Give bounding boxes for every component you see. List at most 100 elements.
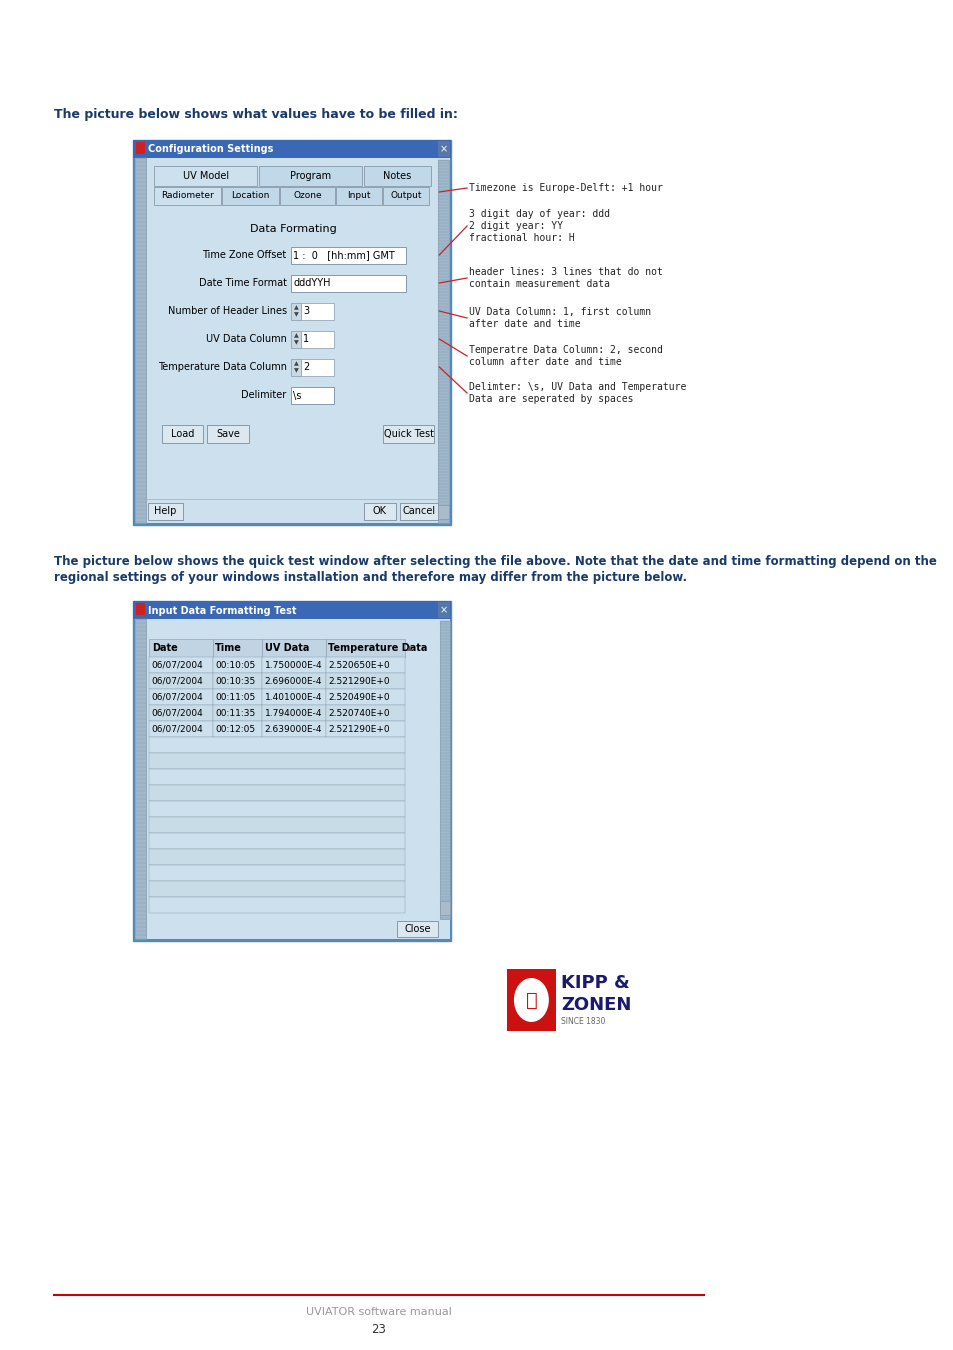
Text: OK: OK	[373, 506, 386, 517]
Bar	[291, 247, 405, 265]
Text: 2.696000E-4: 2.696000E-4	[264, 676, 322, 686]
Text: 1 :  0   [hh:mm] GMT: 1 : 0 [hh:mm] GMT	[293, 251, 395, 261]
Text: ▲: ▲	[294, 333, 298, 339]
Bar	[213, 721, 262, 737]
Bar	[150, 639, 213, 657]
Text: \s: \s	[293, 390, 301, 401]
Bar	[135, 158, 449, 522]
Text: Time: Time	[215, 643, 242, 653]
Text: Timezone is Europe-Delft: +1 hour: Timezone is Europe-Delft: +1 hour	[468, 184, 661, 193]
Text: SINCE 1830: SINCE 1830	[560, 1017, 604, 1026]
Bar	[291, 331, 301, 348]
Text: UV Model: UV Model	[182, 171, 229, 181]
Text: ZONEN: ZONEN	[560, 996, 631, 1014]
Bar	[438, 161, 448, 522]
Bar	[135, 142, 145, 154]
Bar	[258, 166, 362, 186]
Bar	[291, 387, 335, 404]
Text: 2.520490E+0: 2.520490E+0	[328, 693, 389, 702]
Bar	[291, 275, 405, 292]
Bar	[335, 188, 381, 205]
Text: 06/07/2004: 06/07/2004	[152, 676, 203, 686]
Bar	[301, 359, 335, 377]
Bar	[363, 504, 395, 520]
Text: Program: Program	[290, 171, 331, 181]
Text: UV Data Column: 1, first column
after date and time: UV Data Column: 1, first column after da…	[468, 308, 650, 329]
Text: Notes: Notes	[383, 171, 411, 181]
Bar	[400, 504, 438, 520]
Text: Save: Save	[215, 429, 239, 439]
Bar	[301, 302, 335, 320]
Text: 2.521290E+0: 2.521290E+0	[328, 725, 389, 733]
Text: UV Data Column: UV Data Column	[206, 333, 287, 344]
Text: Date: Date	[152, 643, 177, 653]
Text: ▼: ▼	[294, 313, 298, 317]
Bar	[135, 158, 146, 522]
Text: 00:11:05: 00:11:05	[215, 693, 255, 702]
Bar	[396, 921, 438, 937]
Text: Ozone: Ozone	[293, 192, 321, 201]
Bar	[325, 657, 405, 674]
Text: 06/07/2004: 06/07/2004	[152, 693, 203, 702]
Text: 1.750000E-4: 1.750000E-4	[264, 660, 322, 670]
Bar	[150, 784, 405, 801]
Bar	[150, 721, 213, 737]
Bar	[325, 674, 405, 688]
Bar	[438, 140, 449, 157]
Bar	[213, 639, 262, 657]
Bar	[438, 602, 449, 618]
Text: 🔱: 🔱	[525, 991, 537, 1010]
Text: 3 digit day of year: ddd
2 digit year: YY
fractional hour: H: 3 digit day of year: ddd 2 digit year: Y…	[468, 209, 609, 243]
Bar	[133, 140, 451, 158]
Text: 06/07/2004: 06/07/2004	[152, 709, 203, 717]
Bar	[133, 140, 451, 525]
Bar	[279, 188, 335, 205]
Bar	[382, 188, 429, 205]
Text: The picture below shows the quick test window after selecting the file above. No: The picture below shows the quick test w…	[54, 555, 936, 568]
Bar	[150, 657, 213, 674]
Text: Input Data Formatting Test: Input Data Formatting Test	[148, 606, 296, 616]
Text: Help: Help	[154, 506, 176, 517]
Text: Load: Load	[171, 429, 194, 439]
Text: Input: Input	[347, 192, 371, 201]
Bar	[150, 705, 213, 721]
Bar	[301, 331, 335, 348]
Text: UVIATOR software manual: UVIATOR software manual	[306, 1307, 452, 1318]
Bar	[262, 657, 325, 674]
Bar	[213, 674, 262, 688]
Text: 00:10:05: 00:10:05	[215, 660, 255, 670]
Text: Location: Location	[231, 192, 269, 201]
Bar	[382, 425, 434, 443]
Bar	[213, 688, 262, 705]
Text: 23: 23	[371, 1323, 386, 1336]
Text: Temperatre Data Column: 2, second
column after date and time: Temperatre Data Column: 2, second column…	[468, 346, 661, 367]
Bar	[213, 657, 262, 674]
Bar	[150, 865, 405, 882]
Bar	[262, 721, 325, 737]
Bar	[150, 674, 213, 688]
Bar	[262, 639, 325, 657]
Text: Date Time Format: Date Time Format	[198, 278, 287, 288]
Bar	[133, 601, 451, 941]
Bar	[150, 882, 405, 896]
Bar	[262, 705, 325, 721]
Bar	[162, 425, 203, 443]
Text: ▲: ▲	[294, 305, 298, 310]
Text: Delimiter: Delimiter	[241, 390, 287, 400]
Bar	[150, 801, 405, 817]
Text: Configuration Settings: Configuration Settings	[148, 144, 273, 154]
Text: dddYYH: dddYYH	[293, 278, 331, 289]
Text: Delimter: \s, UV Data and Temperature
Data are seperated by spaces: Delimter: \s, UV Data and Temperature Da…	[468, 382, 685, 404]
Text: Output: Output	[390, 192, 421, 201]
Bar	[262, 688, 325, 705]
Text: Close: Close	[404, 923, 431, 934]
Text: Temperature Data Column: Temperature Data Column	[157, 362, 287, 373]
Bar	[150, 769, 405, 784]
Text: ▼: ▼	[294, 369, 298, 374]
Bar	[135, 620, 146, 940]
Bar	[133, 601, 451, 620]
Text: 2: 2	[303, 363, 310, 373]
Circle shape	[514, 977, 548, 1022]
Bar	[150, 753, 405, 769]
Bar	[207, 425, 249, 443]
